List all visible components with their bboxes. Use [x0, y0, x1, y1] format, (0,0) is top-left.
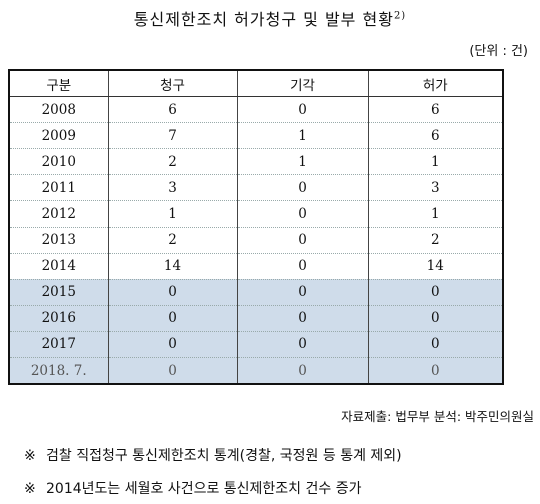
- table-row: 2011 3 0 3: [8, 174, 504, 202]
- cell-approved: 3: [367, 174, 504, 202]
- stats-table: 구분 청구 기각 허가 2008 6 0 6 2009 7 1 6 2010 2 1 1 2011…: [8, 69, 504, 386]
- cell-approved: 0: [367, 304, 504, 332]
- cell-rejected: 0: [236, 226, 369, 254]
- cell-year: 2018. 7.: [8, 357, 109, 385]
- table-row: 2012 1 0 1: [8, 200, 504, 228]
- table-row-shaded: 2018. 7. 0 0 0: [8, 357, 504, 385]
- page-title: 통신제한조치 허가청구 및 발부 현황2): [0, 6, 540, 30]
- cell-approved: 1: [367, 148, 504, 176]
- header-approved: 허가: [367, 69, 504, 98]
- table-row: 2014 14 0 14: [8, 252, 504, 280]
- cell-requested: 1: [107, 200, 238, 228]
- cell-requested: 6: [107, 96, 238, 124]
- cell-year: 2014: [8, 252, 109, 280]
- cell-rejected: 1: [236, 148, 369, 176]
- table-row: 2009 7 1 6: [8, 122, 504, 150]
- cell-requested: 0: [107, 278, 238, 306]
- cell-year: 2015: [8, 278, 109, 306]
- table-header-row: 구분 청구 기각 허가: [8, 69, 504, 98]
- cell-approved: 0: [367, 278, 504, 306]
- table-row-shaded: 2017 0 0 0: [8, 330, 504, 359]
- cell-requested: 0: [107, 330, 238, 359]
- cell-rejected: 0: [236, 96, 369, 124]
- header-rejected: 기각: [236, 69, 369, 98]
- title-footnote: 2): [393, 10, 407, 22]
- table-row-shaded: 2016 0 0 0: [8, 304, 504, 332]
- footnote-text: 검찰 직접청구 통신제한조치 통계(경찰, 국정원 등 통계 제외): [46, 448, 402, 464]
- cell-rejected: 1: [236, 122, 369, 150]
- table-row-shaded: 2015 0 0 0: [8, 278, 504, 306]
- cell-approved: 1: [367, 200, 504, 228]
- cell-requested: 3: [107, 174, 238, 202]
- cell-requested: 7: [107, 122, 238, 150]
- table-row: 2010 2 1 1: [8, 148, 504, 176]
- cell-approved: 6: [367, 96, 504, 124]
- table-row: 2008 6 0 6: [8, 96, 504, 124]
- cell-requested: 14: [107, 252, 238, 280]
- cell-year: 2017: [8, 330, 109, 359]
- cell-rejected: 0: [236, 252, 369, 280]
- footnote-text: 2014년도는 세월호 사건으로 통신제한조치 건수 증가: [46, 481, 362, 497]
- cell-rejected: 0: [236, 304, 369, 332]
- cell-year: 2011: [8, 174, 109, 202]
- footnote: ※ 2014년도는 세월호 사건으로 통신제한조치 건수 증가: [24, 478, 361, 498]
- cell-approved: 6: [367, 122, 504, 150]
- reference-mark-icon: ※: [24, 448, 36, 464]
- cell-year: 2008: [8, 96, 109, 124]
- source-caption: 자료제출: 법무부 분석: 박주민의원실: [341, 409, 534, 424]
- cell-rejected: 0: [236, 278, 369, 306]
- cell-year: 2012: [8, 200, 109, 228]
- cell-rejected: 0: [236, 200, 369, 228]
- cell-requested: 0: [107, 304, 238, 332]
- footnote: ※ 검찰 직접청구 통신제한조치 통계(경찰, 국정원 등 통계 제외): [24, 445, 402, 465]
- table-row: 2013 2 0 2: [8, 226, 504, 254]
- cell-approved: 0: [367, 357, 504, 385]
- cell-approved: 0: [367, 330, 504, 359]
- reference-mark-icon: ※: [24, 481, 36, 497]
- header-requested: 청구: [107, 69, 238, 98]
- cell-year: 2013: [8, 226, 109, 254]
- cell-year: 2010: [8, 148, 109, 176]
- header-category: 구분: [8, 69, 109, 98]
- cell-approved: 2: [367, 226, 504, 254]
- cell-year: 2016: [8, 304, 109, 332]
- cell-requested: 2: [107, 148, 238, 176]
- cell-approved: 14: [367, 252, 504, 280]
- unit-label: (단위 : 건): [469, 44, 528, 59]
- cell-year: 2009: [8, 122, 109, 150]
- cell-rejected: 0: [236, 330, 369, 359]
- cell-rejected: 0: [236, 174, 369, 202]
- cell-rejected: 0: [236, 357, 369, 385]
- cell-requested: 2: [107, 226, 238, 254]
- cell-requested: 0: [107, 357, 238, 385]
- title-text: 통신제한조치 허가청구 및 발부 현황: [133, 10, 394, 29]
